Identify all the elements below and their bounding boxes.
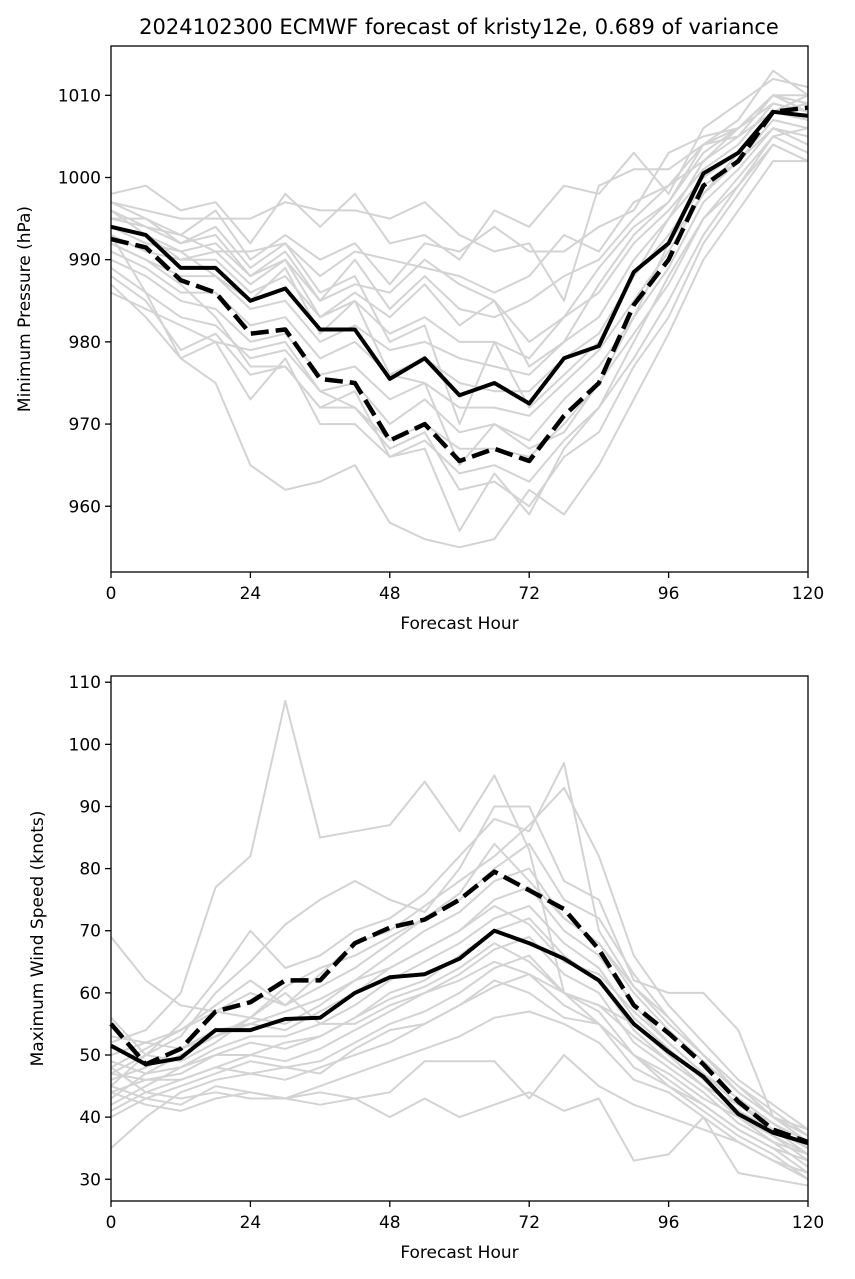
pressure-ensemble-member-line: [110, 110, 809, 376]
wind-x-axis-label: Forecast Hour: [400, 1243, 518, 1263]
pressure-ensemble-member-line: [110, 102, 809, 360]
wind-ensemble-member-line: [110, 1010, 809, 1181]
pressure-ensemble-member-line: [110, 94, 809, 426]
pressure-ensemble-member-line: [110, 127, 809, 442]
wind-ensemble-member-line: [110, 942, 809, 1150]
wind-ensemble-member-line: [110, 979, 809, 1156]
wind-x-tick-label: 0: [106, 1213, 117, 1233]
pressure-solid-series-line: [110, 109, 809, 406]
pressure-x-tick-label: 24: [240, 584, 262, 604]
pressure-x-tick-label: 96: [658, 584, 680, 604]
pressure-ensemble-member-line: [110, 135, 809, 458]
pressure-ensemble-member-line: [110, 77, 809, 261]
wind-y-tick-label: 70: [79, 922, 101, 942]
wind-ensemble-member-line: [110, 786, 809, 1131]
wind-y-tick-label: 50: [79, 1046, 101, 1066]
wind-solid-series-line: [110, 928, 809, 1146]
wind-x-tick-label: 24: [240, 1213, 262, 1233]
wind-ensemble-member-line: [110, 1066, 809, 1187]
wind-ensemble-member-line: [110, 842, 809, 1137]
pressure-y-tick-label: 1010: [58, 86, 101, 106]
pressure-x-tick-label: 120: [792, 584, 824, 604]
wind-ensemble-member-line: [110, 699, 809, 1162]
pressure-ensemble-member-line: [110, 94, 809, 467]
wind-y-tick-label: 30: [79, 1170, 101, 1190]
pressure-y-tick-label: 980: [69, 333, 101, 353]
pressure-x-axis-label: Forecast Hour: [400, 614, 518, 634]
pressure-ensemble-member-line: [110, 94, 809, 286]
wind-y-tick-label: 60: [79, 984, 101, 1004]
wind-ensemble-member-line: [110, 1054, 809, 1174]
pressure-x-tick-label: 0: [106, 584, 117, 604]
pressure-y-tick-label: 970: [69, 415, 101, 435]
pressure-ensemble-member-line: [110, 102, 809, 368]
wind-ensemble-member-line: [110, 886, 809, 1150]
pressure-ensemble-member-line: [110, 69, 809, 302]
wind-x-tick-label: 96: [658, 1213, 680, 1233]
wind-x-tick-label: 120: [792, 1213, 824, 1233]
pressure-dashed-series-line: [110, 105, 809, 464]
wind-axes-frame: [110, 675, 809, 1202]
pressure-y-axis-label: Minimum Pressure (hPa): [15, 206, 35, 412]
pressure-ensemble-member-line: [110, 127, 809, 532]
wind-y-tick-label: 90: [79, 797, 101, 817]
wind-ensemble-member-line: [110, 935, 809, 1168]
wind-dashed-series-line: [109, 869, 809, 1145]
wind-y-tick-label: 110: [69, 673, 101, 693]
wind-y-tick-label: 100: [69, 735, 101, 755]
pressure-ensemble-member-line: [110, 94, 808, 343]
wind-ensemble-member-line: [110, 936, 809, 1156]
wind-x-tick-label: 72: [518, 1213, 540, 1233]
pressure-y-tick-label: 1000: [58, 169, 101, 189]
wind-ensemble-member-line: [110, 762, 809, 1137]
pressure-axes-frame: [110, 45, 809, 573]
pressure-x-tick-label: 48: [379, 584, 401, 604]
pressure-y-tick-label: 990: [69, 251, 101, 271]
pressure-ensemble-member-line: [110, 160, 808, 549]
pressure-y-tick-label: 960: [69, 497, 101, 517]
wind-y-axis-label: Maximum Wind Speed (knots): [28, 811, 48, 1067]
wind-y-tick-label: 40: [79, 1108, 101, 1128]
pressure-ensemble-member-line: [110, 102, 809, 319]
wind-x-tick-label: 48: [379, 1213, 401, 1233]
pressure-chart: 0 24 48 72 96 120 960 970 980 990 1000 1010 Forecast…: [15, 45, 824, 634]
wind-y-tick-label: 80: [79, 860, 101, 880]
pressure-ensemble-member-line: [110, 143, 809, 508]
figure-title: 2024102300 ECMWF forecast of kristy12e, …: [139, 15, 779, 39]
wind-ensemble-member-line: [110, 904, 809, 1143]
wind-ensemble-member-line: [110, 917, 809, 1162]
wind-chart: 0 24 48 72 96 120 30 40 50 60 70 80 90 100 110 Forecast…: [28, 673, 824, 1263]
pressure-x-tick-label: 72: [518, 584, 540, 604]
pressure-ensemble-member-line: [110, 143, 809, 483]
wind-ensemble-member-line: [110, 805, 809, 1131]
